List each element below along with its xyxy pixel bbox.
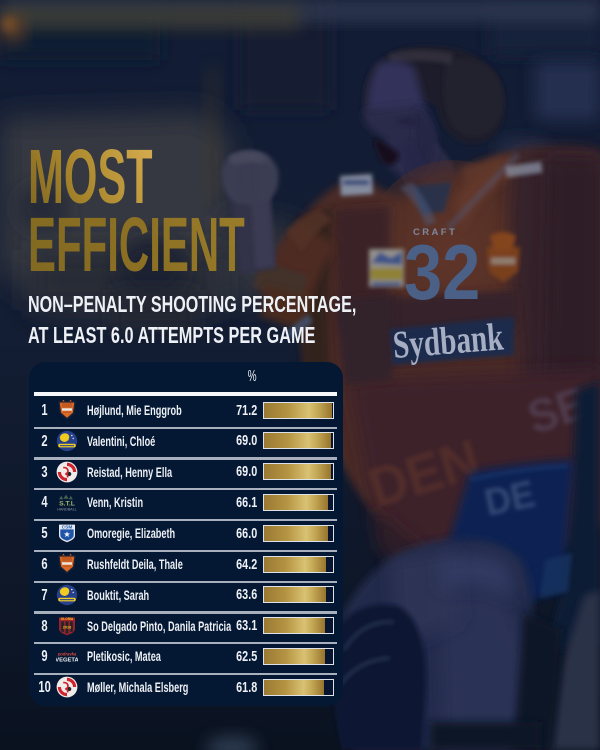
svg-text:podravka: podravka [57,651,77,656]
svg-text:CSM: CSM [62,525,73,531]
svg-text:Sydbank: Sydbank [391,315,505,367]
svg-text:HANDBALL: HANDBALL [57,507,76,511]
svg-text:CRAFT: CRAFT [413,227,457,238]
svg-text:2018: 2018 [63,625,71,629]
svg-text:GLORIA: GLORIA [61,617,74,621]
svg-text:32: 32 [404,228,480,316]
svg-text:VEGETA: VEGETA [56,657,78,663]
svg-text:S.T.L: S.T.L [59,500,75,507]
svg-text:DE: DE [481,471,539,524]
